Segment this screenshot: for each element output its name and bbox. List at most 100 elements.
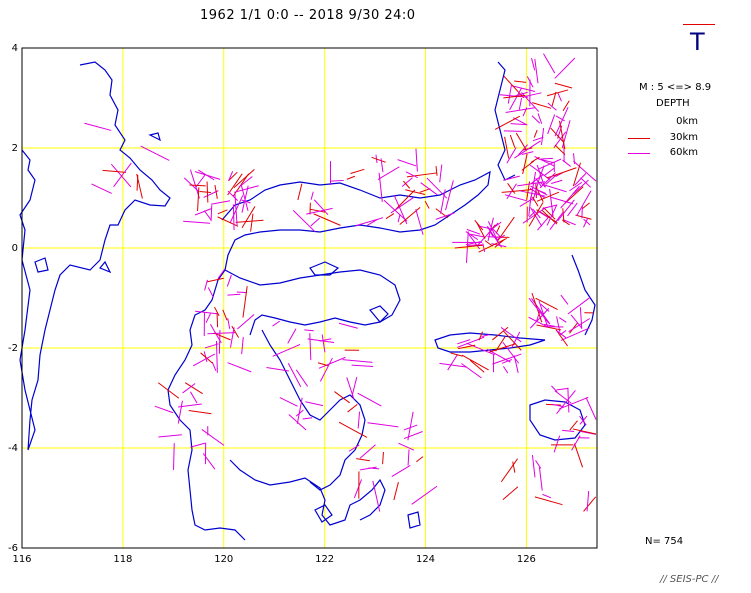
- focal-stroke: [272, 320, 281, 327]
- focal-stroke: [313, 199, 329, 215]
- focal-stroke: [500, 327, 522, 343]
- coast-buru: [529, 399, 586, 441]
- lon-tick-label: 116: [12, 554, 31, 565]
- legend-depth-title: DEPTH: [656, 98, 690, 109]
- legend-row-0km: 0km: [610, 116, 740, 130]
- focal-stroke: [182, 383, 196, 394]
- focal-stroke: [222, 309, 228, 321]
- focal-stroke: [583, 217, 589, 228]
- focal-stroke: [241, 337, 244, 355]
- legend-swatch-60km: [628, 153, 650, 154]
- focal-stroke: [556, 330, 567, 339]
- focal-stroke: [377, 166, 400, 180]
- focal-stroke: [528, 297, 550, 324]
- focal-stroke: [487, 221, 500, 244]
- focal-stroke: [467, 244, 483, 246]
- lat-tick-label: 4: [12, 43, 18, 54]
- focal-stroke: [241, 206, 256, 229]
- focal-stroke: [279, 397, 298, 407]
- focal-stroke: [454, 244, 484, 249]
- focal-stroke: [227, 318, 231, 329]
- focal-stroke: [295, 369, 309, 387]
- focal-stroke: [528, 196, 532, 217]
- focal-stroke: [440, 189, 446, 214]
- coast-banggai: [434, 332, 546, 353]
- focal-stroke: [240, 184, 249, 212]
- lon-tick-label: 120: [214, 554, 233, 565]
- focal-stroke: [522, 107, 528, 117]
- focal-stroke: [573, 160, 597, 182]
- focal-stroke: [415, 209, 424, 235]
- focal-stroke: [450, 352, 463, 357]
- focal-stroke: [287, 363, 302, 388]
- focal-stroke: [157, 382, 180, 399]
- focal-stroke: [461, 363, 482, 379]
- focal-stroke: [528, 316, 548, 328]
- lon-tick-label: 118: [113, 554, 132, 565]
- focal-stroke: [519, 198, 534, 207]
- focal-stroke: [226, 274, 232, 287]
- focal-stroke: [234, 185, 259, 193]
- focal-stroke: [405, 171, 418, 179]
- focal-stroke: [217, 216, 239, 227]
- focal-stroke: [558, 330, 567, 336]
- focal-stroke: [572, 428, 597, 435]
- focal-stroke: [559, 317, 567, 323]
- focal-stroke: [439, 362, 468, 368]
- focal-stroke: [390, 197, 414, 214]
- focal-stroke: [173, 443, 175, 470]
- focal-stroke: [557, 199, 575, 222]
- focal-stroke: [242, 286, 248, 318]
- focal-stroke: [313, 213, 341, 226]
- focal-stroke: [534, 59, 539, 84]
- focal-stroke: [573, 443, 584, 468]
- focal-stroke: [310, 217, 321, 227]
- focal-stroke: [568, 318, 591, 333]
- focal-stroke: [526, 76, 534, 88]
- focal-stroke: [405, 189, 426, 196]
- focal-stroke: [465, 231, 479, 241]
- focal-stroke: [532, 136, 544, 142]
- focal-stroke: [558, 396, 589, 410]
- focal-stroke: [445, 180, 454, 211]
- focal-stroke: [439, 164, 443, 183]
- focal-stroke: [407, 449, 410, 466]
- focal-stroke: [507, 183, 516, 194]
- focal-stroke: [556, 387, 569, 391]
- focal-stroke: [447, 353, 459, 371]
- focal-stroke: [321, 334, 326, 353]
- focal-stroke: [554, 82, 573, 89]
- focal-stroke: [555, 329, 569, 347]
- focal-stroke: [569, 181, 583, 192]
- focal-stroke: [102, 169, 127, 173]
- focal-stroke: [504, 194, 528, 202]
- event-count: N= 754: [645, 536, 684, 547]
- focal-stroke: [241, 185, 249, 213]
- focal-stroke: [190, 442, 206, 448]
- lat-tick-label: -4: [8, 443, 18, 454]
- tensor-bar: [683, 24, 715, 25]
- focal-stroke: [199, 191, 212, 193]
- focal-stroke: [554, 144, 566, 155]
- focal-stroke: [514, 140, 541, 159]
- focal-stroke: [560, 294, 569, 305]
- focal-stroke: [232, 204, 235, 231]
- focal-stroke: [567, 387, 570, 413]
- lat-tick-label: -2: [8, 343, 18, 354]
- focal-stroke: [535, 177, 543, 188]
- focal-stroke: [549, 212, 564, 230]
- focal-stroke: [474, 219, 484, 231]
- focal-stroke: [531, 115, 541, 124]
- legend-row-60km: 60km: [610, 147, 740, 161]
- focal-stroke: [502, 486, 519, 500]
- focal-stroke: [540, 127, 545, 145]
- focal-stroke: [540, 157, 553, 160]
- focal-stroke: [579, 415, 587, 426]
- focal-stroke: [215, 341, 218, 373]
- focal-stroke: [466, 228, 481, 235]
- focal-stroke: [234, 193, 238, 226]
- focal-stroke: [184, 382, 203, 395]
- focal-stroke: [499, 94, 529, 98]
- focal-stroke: [528, 202, 544, 227]
- focal-stroke: [140, 145, 170, 161]
